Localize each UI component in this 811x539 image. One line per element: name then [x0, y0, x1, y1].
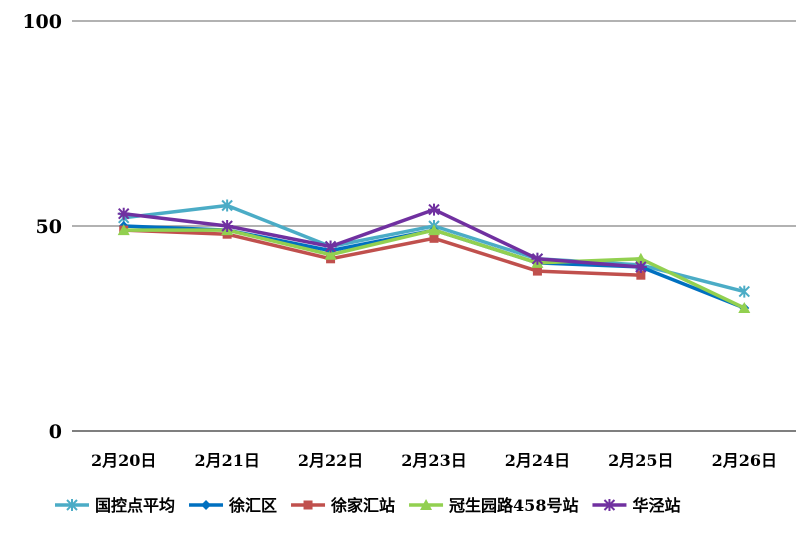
data-point	[324, 240, 337, 253]
data-point	[531, 252, 544, 265]
x-tick-label: 2月24日	[505, 451, 570, 470]
x-tick-label: 2月22日	[298, 451, 363, 470]
x-tick-label: 2月26日	[712, 451, 777, 470]
data-point	[634, 252, 647, 264]
legend-label: 冠生园路458号站	[449, 496, 578, 515]
series-line-4	[123, 207, 641, 269]
legend-label: 国控点平均	[95, 496, 175, 515]
data-point	[324, 248, 337, 260]
legend-marker	[66, 499, 78, 511]
x-tick-label: 2月23日	[401, 451, 466, 470]
data-point	[634, 261, 647, 273]
x-tick-label: 2月20日	[91, 451, 156, 470]
legend-marker	[201, 500, 212, 510]
legend-marker	[603, 499, 616, 511]
legend-marker	[303, 500, 313, 510]
series-line-2	[123, 228, 641, 277]
data-point	[221, 220, 234, 232]
data-point	[221, 199, 233, 212]
x-tick-label: 2月25日	[608, 451, 673, 470]
data-point	[738, 285, 750, 298]
y-tick-label: 100	[22, 11, 62, 33]
data-point	[428, 224, 440, 236]
x-tick-label: 2月21日	[194, 451, 259, 470]
y-tick-label: 50	[36, 216, 62, 238]
data-point	[636, 270, 646, 280]
data-point	[117, 224, 130, 236]
legend-marker	[420, 499, 433, 510]
series-line-0	[123, 203, 745, 294]
data-point	[738, 302, 751, 313]
data-point	[429, 233, 439, 243]
data-point	[428, 203, 440, 216]
legend-label: 华泾站	[632, 496, 680, 515]
legend-label: 徐汇区	[228, 496, 277, 515]
legend-label: 徐家汇站	[330, 496, 395, 515]
data-point	[532, 266, 542, 276]
data-point	[117, 207, 130, 220]
y-tick-label: 0	[49, 421, 62, 443]
